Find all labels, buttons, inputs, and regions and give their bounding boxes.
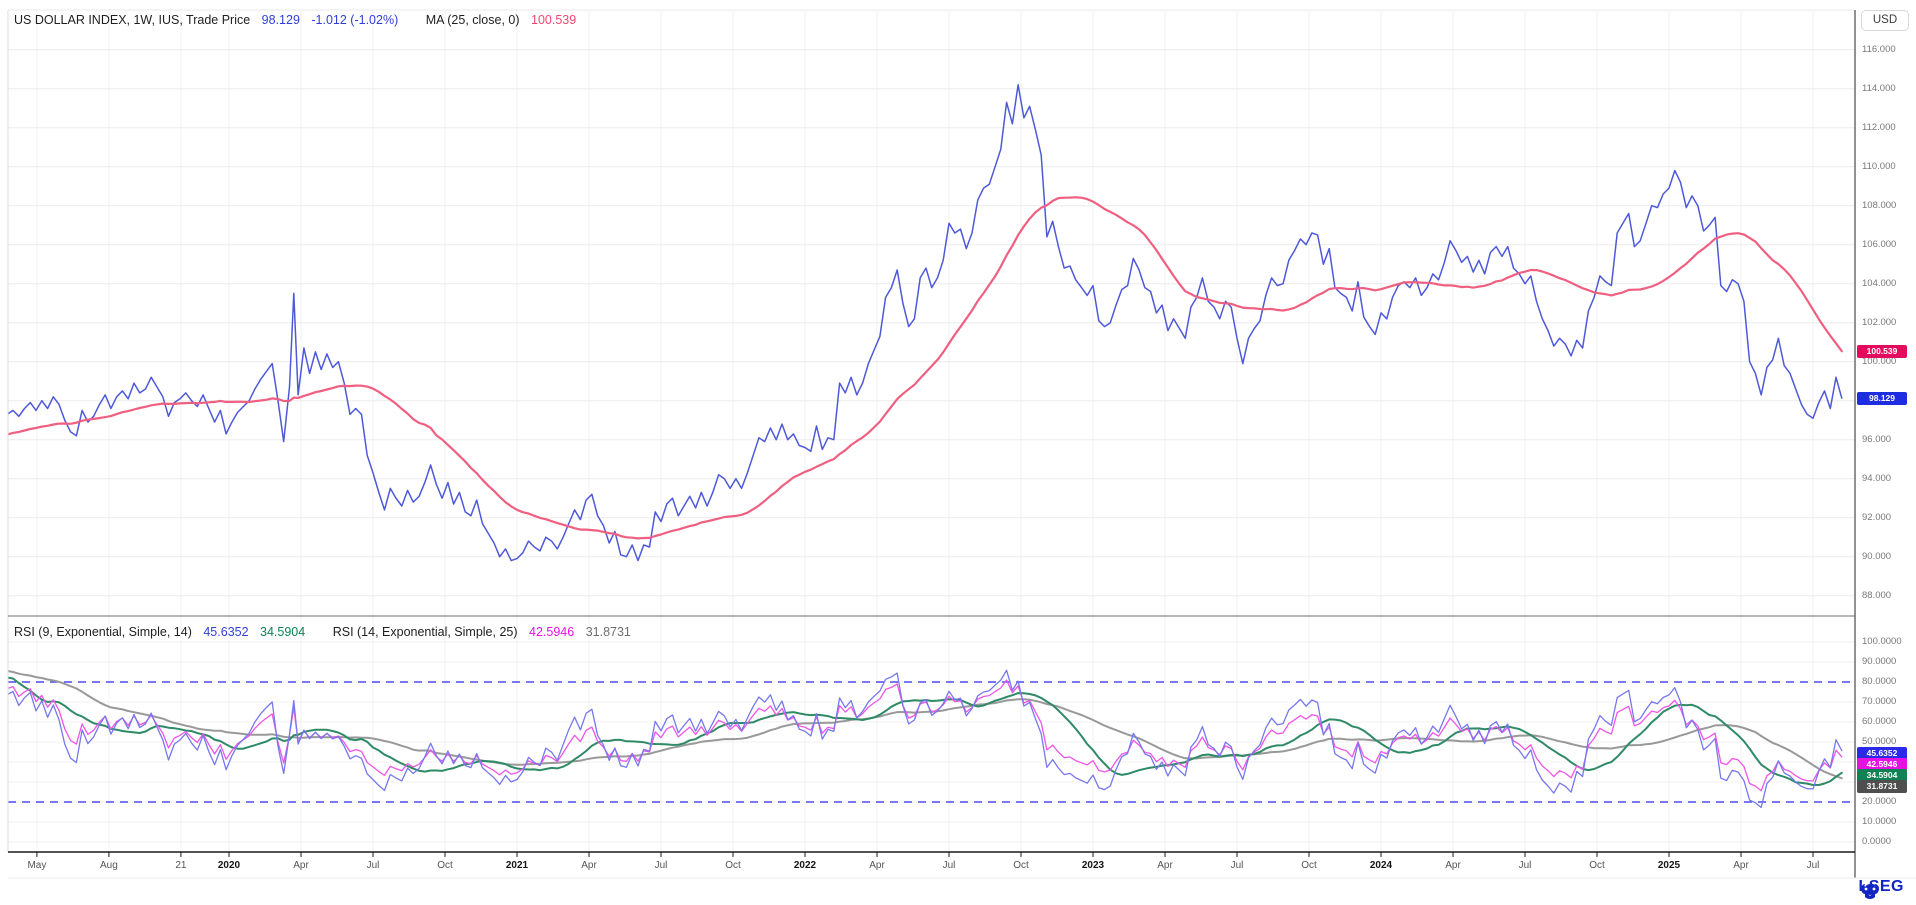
time-axis-label: Jul (366, 860, 380, 871)
time-axis-label: Oct (437, 860, 453, 871)
rsi9-line (8, 669, 1843, 809)
price-axis-badge: 98.129 (1857, 391, 1907, 405)
rsi14-legend-value: 42.5946 (529, 625, 575, 639)
time-axis-year-label: 2022 (793, 860, 817, 871)
rsi-tick-label: 0.0000 (1862, 836, 1892, 847)
time-axis-label: Apr (1157, 860, 1173, 871)
time-axis-label: 21 (175, 860, 187, 871)
time-axis-year-label: 2024 (1369, 860, 1393, 871)
time-axis-label: Jul (942, 860, 956, 871)
axes-frame (7, 9, 1916, 879)
time-axis-label: Oct (1589, 860, 1605, 871)
price-tick-label: 110.000 (1862, 160, 1896, 172)
last-price-value: 98.129 (261, 13, 300, 27)
price-tick-label: 116.000 (1862, 43, 1896, 55)
price-change-value: -1.012 (-1.02%) (311, 13, 399, 27)
time-axis-label: Apr (1733, 860, 1749, 871)
instrument-title: US DOLLAR INDEX, 1W, IUS, Trade Price (14, 13, 251, 27)
price-tick-label: 106.000 (1862, 238, 1897, 250)
rsi14-legend-label: RSI (14, Exponential, Simple, 25) (332, 625, 518, 639)
rsi9-legend-value: 45.6352 (203, 625, 249, 639)
rsi-tick-label: 80.0000 (1862, 676, 1897, 687)
price-axis-badge: 100.539 (1857, 344, 1907, 358)
ma-legend-value: 100.539 (531, 13, 577, 27)
time-axis-year-label: 2025 (1657, 860, 1681, 871)
time-axis-label: Apr (293, 860, 309, 871)
time-axis-label: Jul (1806, 860, 1820, 871)
time-axis-label: Aug (99, 860, 118, 871)
ma-line (8, 196, 1843, 540)
price-tick-label: 88.000 (1862, 589, 1892, 601)
time-axis-label: Oct (1301, 860, 1317, 871)
gridlines (8, 10, 1855, 852)
time-axis-year-label: 2020 (217, 860, 241, 871)
rsi-axis-badge: 45.6352 (1857, 746, 1907, 760)
price-tick-label: 112.000 (1862, 121, 1896, 133)
trade-price-line (8, 84, 1843, 562)
time-axis-label: Apr (1445, 860, 1461, 871)
rsi-tick-label: 100.0000 (1862, 636, 1902, 647)
rsi-axis-badge: 42.5946 (1857, 757, 1907, 771)
time-axis-label: Apr (869, 860, 885, 871)
price-tick-label: 102.000 (1862, 316, 1897, 328)
price-pane-legend[interactable]: US DOLLAR INDEX, 1W, IUS, Trade Price 98… (14, 13, 584, 27)
rsi-pane-legend[interactable]: RSI (9, Exponential, Simple, 14) 45.6352… (14, 625, 639, 639)
lseg-lion-icon (1861, 884, 1880, 899)
price-series-layer (8, 84, 1843, 562)
time-axis-label: Oct (1013, 860, 1029, 871)
rsi-axis-badge: 34.5904 (1857, 768, 1907, 782)
rsi14-smooth-legend-value: 31.8731 (585, 625, 631, 639)
price-tick-label: 96.000 (1862, 433, 1892, 445)
rsi-tick-label: 50.0000 (1862, 736, 1897, 747)
rsi-axis-badge: 31.8731 (1857, 779, 1907, 793)
time-axis-label: Jul (1230, 860, 1244, 871)
price-tick-label: 100.000 (1862, 355, 1897, 367)
price-tick-label: 104.000 (1862, 277, 1897, 289)
price-tick-label: 94.000 (1862, 472, 1892, 484)
currency-axis-badge: USD (1861, 10, 1909, 31)
rsi9-smoothing-line (8, 676, 1843, 786)
time-axis-label: Jul (1518, 860, 1532, 871)
rsi-tick-label: 90.0000 (1862, 656, 1897, 667)
time-axis-year-label: 2023 (1081, 860, 1105, 871)
price-tick-label: 90.000 (1862, 550, 1892, 562)
time-axis-label: Apr (581, 860, 597, 871)
time-axis-label: Oct (725, 860, 741, 871)
rsi14-line (8, 679, 1843, 792)
rsi-tick-label: 10.0000 (1862, 816, 1897, 827)
rsi-tick-label: 60.0000 (1862, 716, 1897, 727)
price-tick-label: 108.000 (1862, 199, 1897, 211)
rsi-tick-label: 70.0000 (1862, 696, 1897, 707)
lseg-logo: LSEG (1858, 878, 1904, 899)
price-tick-label: 114.000 (1862, 82, 1896, 94)
time-axis-year-label: 2021 (505, 860, 529, 871)
rsi9-smooth-legend-value: 34.5904 (260, 625, 306, 639)
rsi-tick-label: 20.0000 (1862, 796, 1897, 807)
rsi-series-layer (8, 669, 1843, 809)
price-tick-label: 92.000 (1862, 511, 1892, 523)
time-axis-label: May (27, 860, 47, 871)
ma-legend-label: MA (25, close, 0) (425, 13, 520, 27)
time-axis-label: Jul (654, 860, 668, 871)
rsi9-legend-label: RSI (9, Exponential, Simple, 14) (14, 625, 192, 639)
